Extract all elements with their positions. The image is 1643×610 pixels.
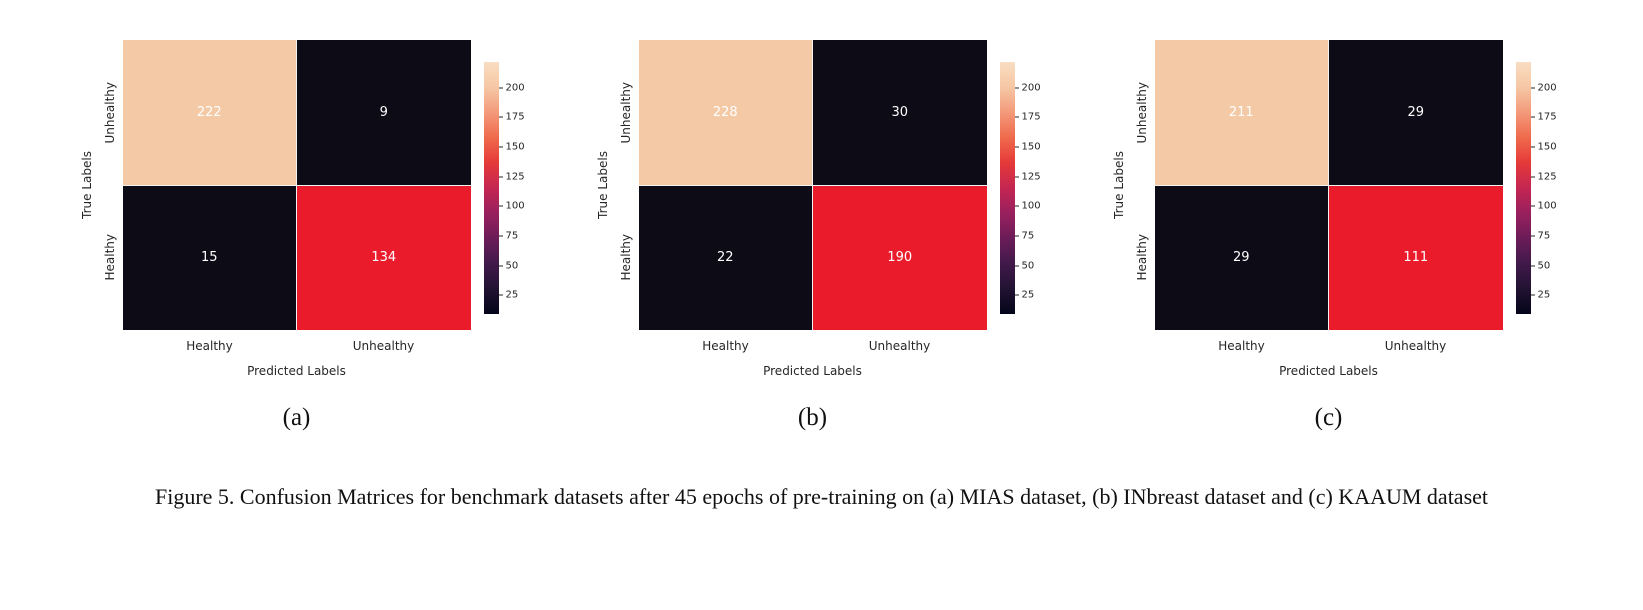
x-tick-unhealthy: Unhealthy: [868, 339, 931, 353]
x-tick-unhealthy: Unhealthy: [352, 339, 415, 353]
colorbar-tick: 150: [499, 142, 525, 153]
cell-true-unhealthy-pred-healthy: 228: [638, 40, 812, 185]
y-tick-labels: Unhealthy Healthy: [97, 40, 123, 330]
plot-area-c: True Labels Unhealthy Healthy 211 29 29 …: [1109, 40, 1567, 432]
colorbar-tick: 125: [1531, 171, 1557, 182]
y-axis-label-text: True Labels: [1111, 151, 1126, 219]
colorbar-tick: 50: [1015, 260, 1035, 271]
colorbar-tick: 50: [499, 260, 519, 271]
colorbar-ticks: 200 175 150 125 100 75 50 25: [1015, 62, 1051, 314]
colorbar-tick: 200: [1015, 82, 1041, 93]
x-tick-healthy: Healthy: [702, 339, 749, 353]
y-tick-healthy: Healthy: [102, 234, 117, 281]
confusion-matrix-panel-c: True Labels Unhealthy Healthy 211 29 29 …: [1109, 40, 1567, 432]
panel-letter-b: (b): [797, 404, 828, 431]
plot-area-a: True Labels Unhealthy Healthy 222 9 15 1…: [77, 40, 535, 432]
cell-true-healthy-pred-healthy: 15: [122, 185, 296, 330]
colorbar-tick: 150: [1531, 142, 1557, 153]
cell-true-unhealthy-pred-healthy: 211: [1154, 40, 1328, 185]
y-axis-label-text: True Labels: [595, 151, 610, 219]
cell-true-unhealthy-pred-unhealthy: 9: [297, 40, 471, 185]
matrix-column: 211 29 29 111 Healthy Unhealthy Predicte…: [1154, 40, 1503, 432]
x-tick-unhealthy: Unhealthy: [1384, 339, 1447, 353]
y-tick-unhealthy: Unhealthy: [102, 81, 117, 144]
x-tick-labels: Healthy Unhealthy: [1155, 339, 1503, 353]
heatmap-grid-a: 222 9 15 134: [122, 40, 471, 330]
colorbar-tick: 125: [1015, 171, 1041, 182]
colorbar-ticks: 200 175 150 125 100 75 50 25: [499, 62, 535, 314]
x-tick-healthy: Healthy: [186, 339, 233, 353]
heatmap-grid-c: 211 29 29 111: [1154, 40, 1503, 330]
x-axis-label: Predicted Labels: [247, 364, 346, 378]
colorbar-tick: 200: [1531, 82, 1557, 93]
colorbar-ticks: 200 175 150 125 100 75 50 25: [1531, 62, 1567, 314]
plot-area-b: True Labels Unhealthy Healthy 228 30 22 …: [593, 40, 1051, 432]
y-axis-label-text: True Labels: [79, 151, 94, 219]
colorbar-area: 200 175 150 125 100 75 50 25: [1515, 62, 1567, 314]
colorbar-tick: 75: [1015, 230, 1035, 241]
x-tick-labels: Healthy Unhealthy: [123, 339, 471, 353]
cell-true-healthy-pred-unhealthy: 134: [297, 185, 471, 330]
cell-true-unhealthy-pred-healthy: 222: [122, 40, 296, 185]
colorbar-tick: 100: [499, 201, 525, 212]
colorbar-tick: 150: [1015, 142, 1041, 153]
colorbar-tick: 75: [1531, 230, 1551, 241]
y-axis-label: True Labels: [593, 40, 613, 330]
colorbar-tick: 125: [499, 171, 525, 182]
matrix-column: 228 30 22 190 Healthy Unhealthy Predicte…: [638, 40, 987, 432]
colorbar-area: 200 175 150 125 100 75 50 25: [999, 62, 1051, 314]
cell-true-healthy-pred-unhealthy: 111: [1329, 185, 1503, 330]
cell-true-unhealthy-pred-unhealthy: 30: [813, 40, 987, 185]
colorbar-area: 200 175 150 125 100 75 50 25: [483, 62, 535, 314]
confusion-matrix-panel-b: True Labels Unhealthy Healthy 228 30 22 …: [593, 40, 1051, 432]
y-axis-label: True Labels: [77, 40, 97, 330]
colorbar-gradient: [999, 62, 1015, 314]
figure-caption: Figure 5. Confusion Matrices for benchma…: [154, 484, 1489, 509]
panel-letter-c: (c): [1314, 404, 1343, 431]
colorbar-tick: 200: [499, 82, 525, 93]
confusion-matrix-row: True Labels Unhealthy Healthy 222 9 15 1…: [0, 0, 1643, 432]
x-tick-healthy: Healthy: [1218, 339, 1265, 353]
cell-true-healthy-pred-healthy: 29: [1154, 185, 1328, 330]
colorbar-tick: 50: [1531, 260, 1551, 271]
y-tick-unhealthy: Unhealthy: [1134, 81, 1149, 144]
colorbar-gradient: [1515, 62, 1531, 314]
y-tick-healthy: Healthy: [618, 234, 633, 281]
heatmap-grid-b: 228 30 22 190: [638, 40, 987, 330]
panel-letter-a: (a): [282, 404, 311, 431]
x-axis-label: Predicted Labels: [763, 364, 862, 378]
matrix-column: 222 9 15 134 Healthy Unhealthy Predicted…: [122, 40, 471, 432]
colorbar-gradient: [483, 62, 499, 314]
colorbar-tick: 175: [499, 112, 525, 123]
cell-true-healthy-pred-healthy: 22: [638, 185, 812, 330]
cell-true-unhealthy-pred-unhealthy: 29: [1329, 40, 1503, 185]
y-tick-healthy: Healthy: [1134, 234, 1149, 281]
x-axis-label: Predicted Labels: [1279, 364, 1378, 378]
x-tick-labels: Healthy Unhealthy: [639, 339, 987, 353]
colorbar-tick: 75: [499, 230, 519, 241]
colorbar-tick: 100: [1015, 201, 1041, 212]
cell-true-healthy-pred-unhealthy: 190: [813, 185, 987, 330]
colorbar-tick: 25: [1531, 290, 1551, 301]
colorbar-tick: 25: [1015, 290, 1035, 301]
colorbar-tick: 175: [1015, 112, 1041, 123]
colorbar-tick: 25: [499, 290, 519, 301]
colorbar-tick: 100: [1531, 201, 1557, 212]
y-axis-label: True Labels: [1109, 40, 1129, 330]
y-tick-labels: Unhealthy Healthy: [613, 40, 639, 330]
y-tick-labels: Unhealthy Healthy: [1129, 40, 1155, 330]
colorbar-tick: 175: [1531, 112, 1557, 123]
confusion-matrix-panel-a: True Labels Unhealthy Healthy 222 9 15 1…: [77, 40, 535, 432]
y-tick-unhealthy: Unhealthy: [618, 81, 633, 144]
